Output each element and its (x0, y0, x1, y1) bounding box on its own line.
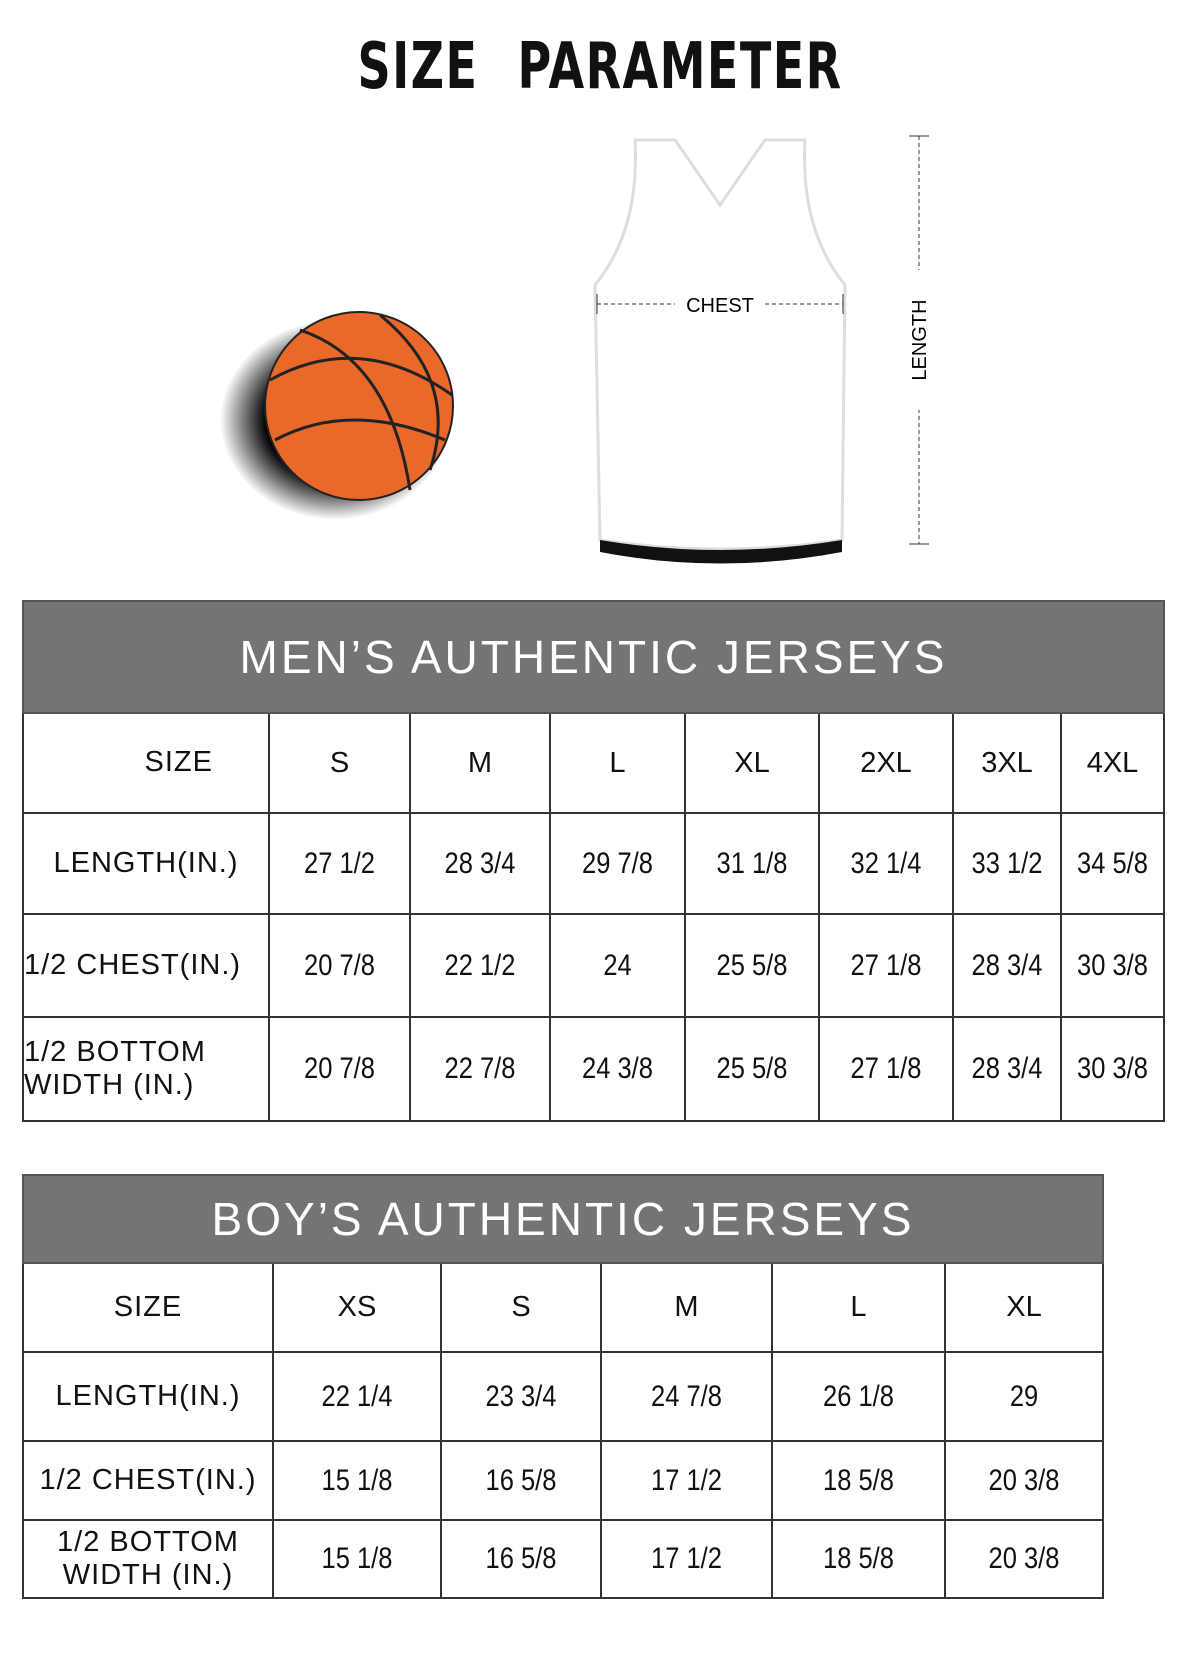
table-row: 1/2 BOTTOM WIDTH (IN.) 15 1/8 16 5/8 17 1/… (22, 1519, 1103, 1599)
cell: 28 3/4 (960, 913, 1054, 1018)
cell: 32 1/4 (828, 812, 944, 915)
cell: 25 5/8 (694, 913, 810, 1018)
cell: 22 7/8 (419, 1016, 541, 1122)
cell: 16 5/8 (452, 1440, 590, 1521)
cell: 30 3/8 (1067, 1016, 1158, 1122)
cell: 15 1/8 (284, 1440, 430, 1521)
cell: 24 (559, 913, 676, 1018)
cell: 24 7/8 (612, 1351, 761, 1442)
cell: 22 1/4 (284, 1351, 430, 1442)
size-header: XL (943, 1262, 1105, 1353)
cell: 28 3/4 (419, 812, 541, 915)
cell: 31 1/8 (694, 812, 810, 915)
cell: 15 1/8 (284, 1519, 430, 1599)
cell: 22 1/2 (419, 913, 541, 1018)
cell: 28 3/4 (960, 1016, 1054, 1122)
length-label: LENGTH (909, 299, 931, 380)
size-header: M (600, 1262, 773, 1353)
size-header: L (771, 1262, 946, 1353)
cell: 34 5/8 (1067, 812, 1158, 915)
size-header: M (409, 712, 551, 814)
boys-table-heading: BOY’S AUTHENTIC JERSEYS (21, 1174, 1105, 1264)
cell: 27 1/8 (828, 913, 944, 1018)
cell: 20 7/8 (278, 1016, 401, 1122)
cell: 26 1/8 (784, 1351, 933, 1442)
page-title: SIZE PARAMETER (357, 30, 843, 104)
table-row: LENGTH(IN.) 27 1/2 28 3/4 29 7/8 31 1/8 32 1… (22, 812, 1164, 915)
size-label: SIZE (22, 1262, 274, 1353)
cell: 18 5/8 (784, 1519, 933, 1599)
cell: 23 3/4 (452, 1351, 590, 1442)
size-header: 2XL (818, 712, 954, 814)
size-header: XL (684, 712, 820, 814)
row-label: LENGTH(IN.) (22, 1351, 274, 1442)
cell: 27 1/2 (278, 812, 401, 915)
row-label: LENGTH(IN.) (22, 812, 270, 915)
cell: 17 1/2 (612, 1519, 761, 1599)
row-label: 1/2 BOTTOM WIDTH (IN.) (22, 1519, 274, 1599)
table-row: 1/2 BOTTOM WIDTH (IN.) 20 7/8 22 7/8 24 3/… (22, 1016, 1164, 1122)
size-header: XS (272, 1262, 442, 1353)
mens-size-table: MEN’S AUTHENTIC JERSEYS SIZE S M L XL 2XL 3XL… (22, 600, 1165, 1122)
table-row: 1/2 CHEST(IN.) 20 7/8 22 1/2 24 25 5/8 27 1/… (22, 913, 1164, 1018)
cell: 18 5/8 (784, 1440, 933, 1521)
chest-label: CHEST (686, 295, 754, 317)
table-row: SIZE S M L XL 2XL 3XL 4XL (22, 712, 1165, 814)
cell: 24 3/8 (559, 1016, 676, 1122)
cell: 27 1/8 (828, 1016, 944, 1122)
cell: 20 3/8 (956, 1519, 1093, 1599)
jersey-icon: CHEST (593, 138, 847, 564)
cell: 29 7/8 (559, 812, 676, 915)
mens-table-heading: MEN’S AUTHENTIC JERSEYS (22, 600, 1165, 714)
cell: 20 7/8 (278, 913, 401, 1018)
cell: 17 1/2 (612, 1440, 761, 1521)
cell: 20 3/8 (956, 1440, 1093, 1521)
row-label: 1/2 BOTTOM WIDTH (IN.) (22, 1016, 270, 1122)
boys-size-table: BOY’S AUTHENTIC JERSEYS SIZE XS S M L XL LEN… (21, 1174, 1105, 1599)
size-header: 4XL (1060, 712, 1165, 814)
cell: 25 5/8 (694, 1016, 810, 1122)
size-header: 3XL (952, 712, 1062, 814)
jersey-diagram: CHEST LENGTH (220, 135, 933, 564)
size-label: SIZE (22, 712, 270, 814)
size-header: S (268, 712, 411, 814)
cell: 30 3/8 (1067, 913, 1158, 1018)
cell: 29 (956, 1351, 1093, 1442)
table-row: 1/2 CHEST(IN.) 15 1/8 16 5/8 17 1/2 18 5/8 2… (22, 1440, 1103, 1521)
cell: 33 1/2 (960, 812, 1054, 915)
length-indicator: LENGTH (905, 135, 933, 545)
table-row: LENGTH(IN.) 22 1/4 23 3/4 24 7/8 26 1/8 29 (22, 1351, 1103, 1442)
basketball-icon (220, 311, 454, 520)
size-header: L (549, 712, 686, 814)
row-label: 1/2 CHEST(IN.) (22, 1440, 274, 1521)
table-row: SIZE XS S M L XL (22, 1262, 1105, 1353)
row-label: 1/2 CHEST(IN.) (22, 913, 270, 1018)
size-header: S (440, 1262, 602, 1353)
cell: 16 5/8 (452, 1519, 590, 1599)
